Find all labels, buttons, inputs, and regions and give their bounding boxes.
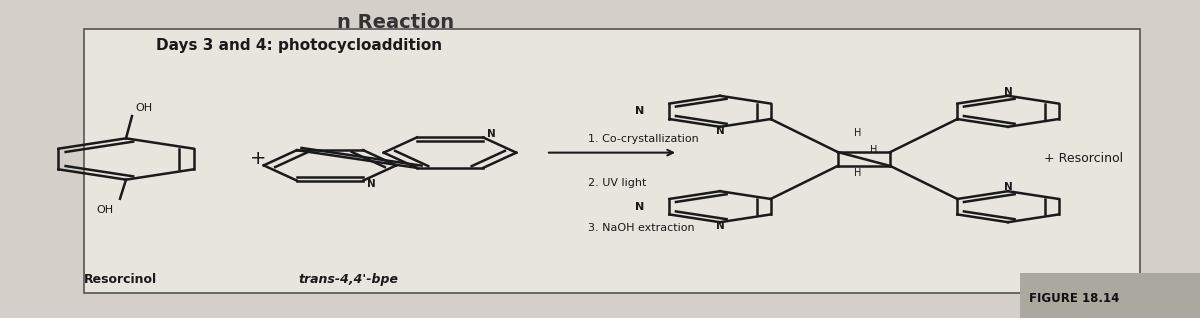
Text: N: N	[715, 126, 725, 136]
Text: N: N	[1003, 87, 1013, 97]
Text: OH: OH	[136, 103, 152, 113]
Text: 1. Co-crystallization: 1. Co-crystallization	[588, 134, 698, 143]
Text: H: H	[870, 145, 877, 156]
Text: H: H	[854, 168, 862, 177]
Text: N: N	[635, 106, 644, 116]
Text: N: N	[367, 179, 376, 190]
Text: N: N	[715, 221, 725, 231]
Text: 2. UV light: 2. UV light	[588, 178, 647, 188]
Text: trans-4,4'-bpe: trans-4,4'-bpe	[298, 273, 398, 286]
Text: 3. NaOH extraction: 3. NaOH extraction	[588, 223, 695, 232]
Text: Resorcinol: Resorcinol	[84, 273, 156, 286]
Text: + Resorcinol: + Resorcinol	[1044, 153, 1123, 165]
Text: n Reaction: n Reaction	[337, 13, 455, 32]
Text: FIGURE 18.14: FIGURE 18.14	[1028, 292, 1120, 305]
FancyBboxPatch shape	[84, 29, 1140, 293]
Text: N: N	[635, 202, 644, 212]
Text: N: N	[487, 128, 496, 139]
Text: Days 3 and 4: photocycloaddition: Days 3 and 4: photocycloaddition	[156, 38, 442, 53]
FancyBboxPatch shape	[1020, 273, 1200, 318]
Text: +: +	[250, 149, 266, 169]
Text: H: H	[854, 128, 862, 138]
Text: N: N	[1003, 182, 1013, 192]
Text: OH: OH	[97, 205, 114, 215]
